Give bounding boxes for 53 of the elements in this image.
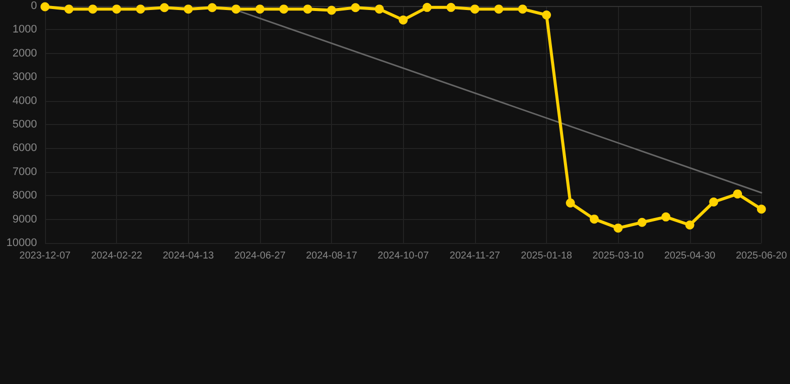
point	[398, 15, 408, 24]
point	[136, 4, 146, 14]
point	[614, 224, 623, 233]
point	[422, 2, 432, 12]
y-tick-label: 6000	[12, 142, 37, 154]
y-tick-label: 3000	[12, 71, 37, 84]
x-tick-label: 2025-04-30	[664, 250, 716, 262]
point	[756, 204, 766, 214]
point	[160, 3, 169, 12]
point	[638, 218, 647, 227]
point	[208, 3, 217, 12]
y-tick-label: 2000	[12, 47, 37, 60]
point	[518, 4, 528, 14]
point	[566, 198, 575, 208]
point	[279, 4, 288, 14]
x-tick-label: 2024-08-17	[306, 250, 358, 262]
point	[446, 2, 456, 12]
point	[112, 4, 122, 14]
y-tick-label: 5000	[12, 118, 37, 130]
point	[542, 10, 551, 20]
x-tick-label: 2024-02-22	[91, 250, 143, 262]
x-tick-label: 2025-06-20	[736, 250, 788, 262]
point	[590, 214, 599, 224]
x-tick-label: 2024-04-13	[162, 250, 214, 262]
y-tick-label: 10000	[6, 237, 37, 249]
point	[685, 220, 694, 230]
point	[184, 4, 193, 14]
point	[661, 212, 670, 222]
point	[232, 4, 241, 14]
y-tick-label: 0	[30, 0, 37, 12]
point	[88, 4, 98, 14]
point	[470, 4, 480, 14]
point	[494, 4, 504, 14]
x-tick-label: 2024-10-07	[378, 250, 430, 262]
point	[350, 3, 360, 12]
point	[64, 4, 74, 14]
x-tick-label: 2023-12-07	[19, 250, 72, 262]
point	[709, 198, 718, 206]
x-tick-label: 2024-11-27	[450, 250, 500, 262]
point	[255, 4, 264, 14]
point	[40, 2, 50, 12]
point	[303, 4, 312, 14]
y-tick-label: 7000	[12, 166, 37, 178]
x-tick-label: 2024-06-27	[234, 250, 286, 262]
x-tick-label: 2025-01-18	[520, 250, 573, 262]
x-tick-label: 2025-03-10	[592, 250, 644, 262]
point	[733, 189, 742, 198]
y-tick-label: 4000	[12, 94, 37, 107]
y-tick-label: 1000	[12, 24, 37, 36]
point	[327, 6, 336, 15]
y-tick-label: 8000	[12, 190, 37, 202]
point	[374, 4, 384, 14]
y-tick-label: 9000	[12, 213, 37, 226]
